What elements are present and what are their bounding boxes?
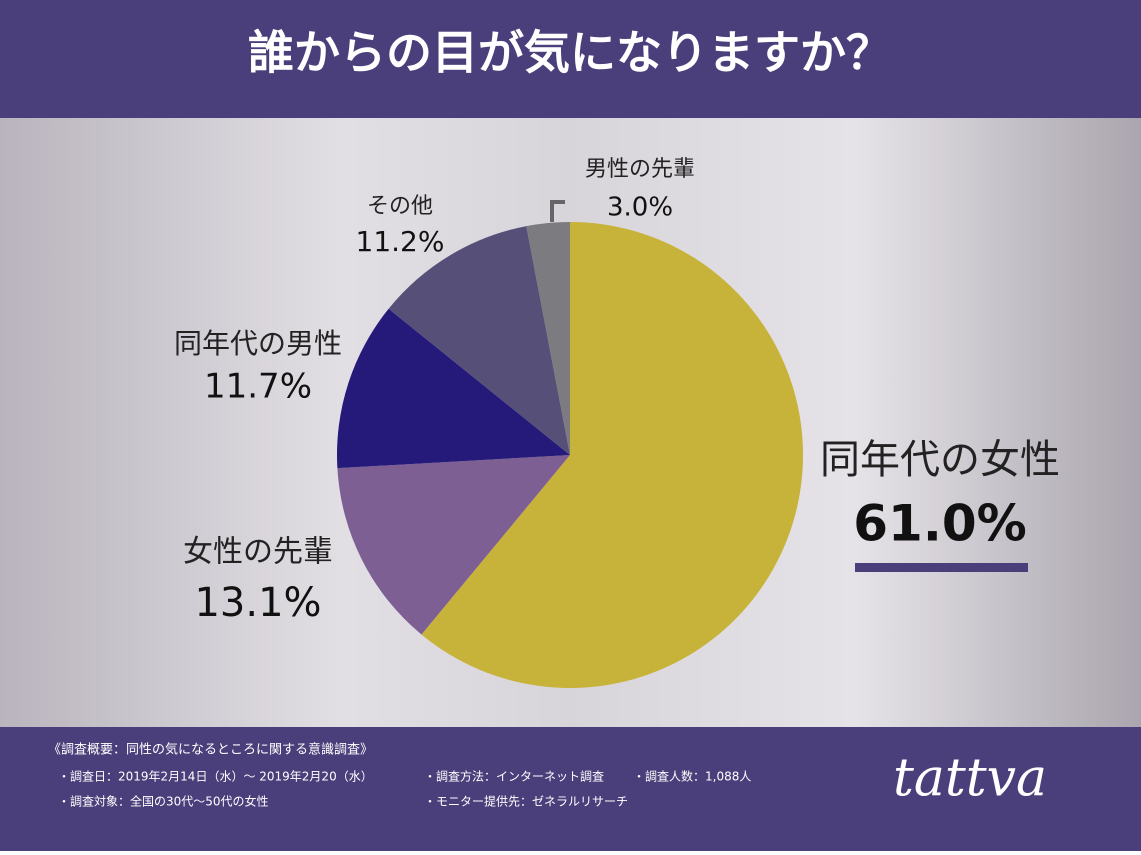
value-label: 13.1% (194, 580, 321, 626)
brand-logo: tattva (893, 749, 1047, 809)
pie-slice (526, 222, 570, 455)
chart-title: 誰からの目が気になりますか？ (248, 26, 892, 80)
survey-note: ・調査日：2019年2月14日（水）〜 2019年2月20（水） (58, 770, 373, 784)
highlight-underline (855, 563, 1028, 572)
pie (337, 222, 803, 689)
survey-title: 《調査概要：同性の気になるところに関する意識調査》 (48, 742, 373, 758)
pie-slice (421, 222, 803, 689)
value-label: 11.2% (356, 225, 445, 258)
survey-note: ・調査人数：1,088人 (633, 769, 751, 784)
survey-note: ・モニター提供先：ゼネラルリサーチ (424, 794, 628, 809)
category-label: 同年代の男性 (174, 327, 342, 360)
survey-note: ・調査方法：インターネット調査 (424, 769, 604, 784)
labels: 同年代の女性 61.0% 女性の先輩 13.1% 同年代の男性 11.7% その他 11.2%… (174, 157, 1060, 626)
category-label: 男性の先輩 (585, 157, 695, 182)
pie-slice (388, 226, 570, 455)
pie-slice (337, 455, 570, 635)
value-label: 61.0% (853, 495, 1026, 553)
value-label: 3.0% (607, 193, 673, 223)
survey-note: ・調査対象：全国の30代〜50代の女性 (58, 794, 269, 809)
category-label: 女性の先輩 (183, 535, 333, 570)
value-label: 11.7% (204, 367, 312, 407)
header-band (0, 0, 1141, 118)
pie-slice (337, 308, 570, 469)
category-label: 同年代の女性 (820, 437, 1060, 483)
footer-band (0, 727, 1141, 851)
category-label: その他 (367, 194, 433, 219)
leader-line (550, 200, 565, 222)
